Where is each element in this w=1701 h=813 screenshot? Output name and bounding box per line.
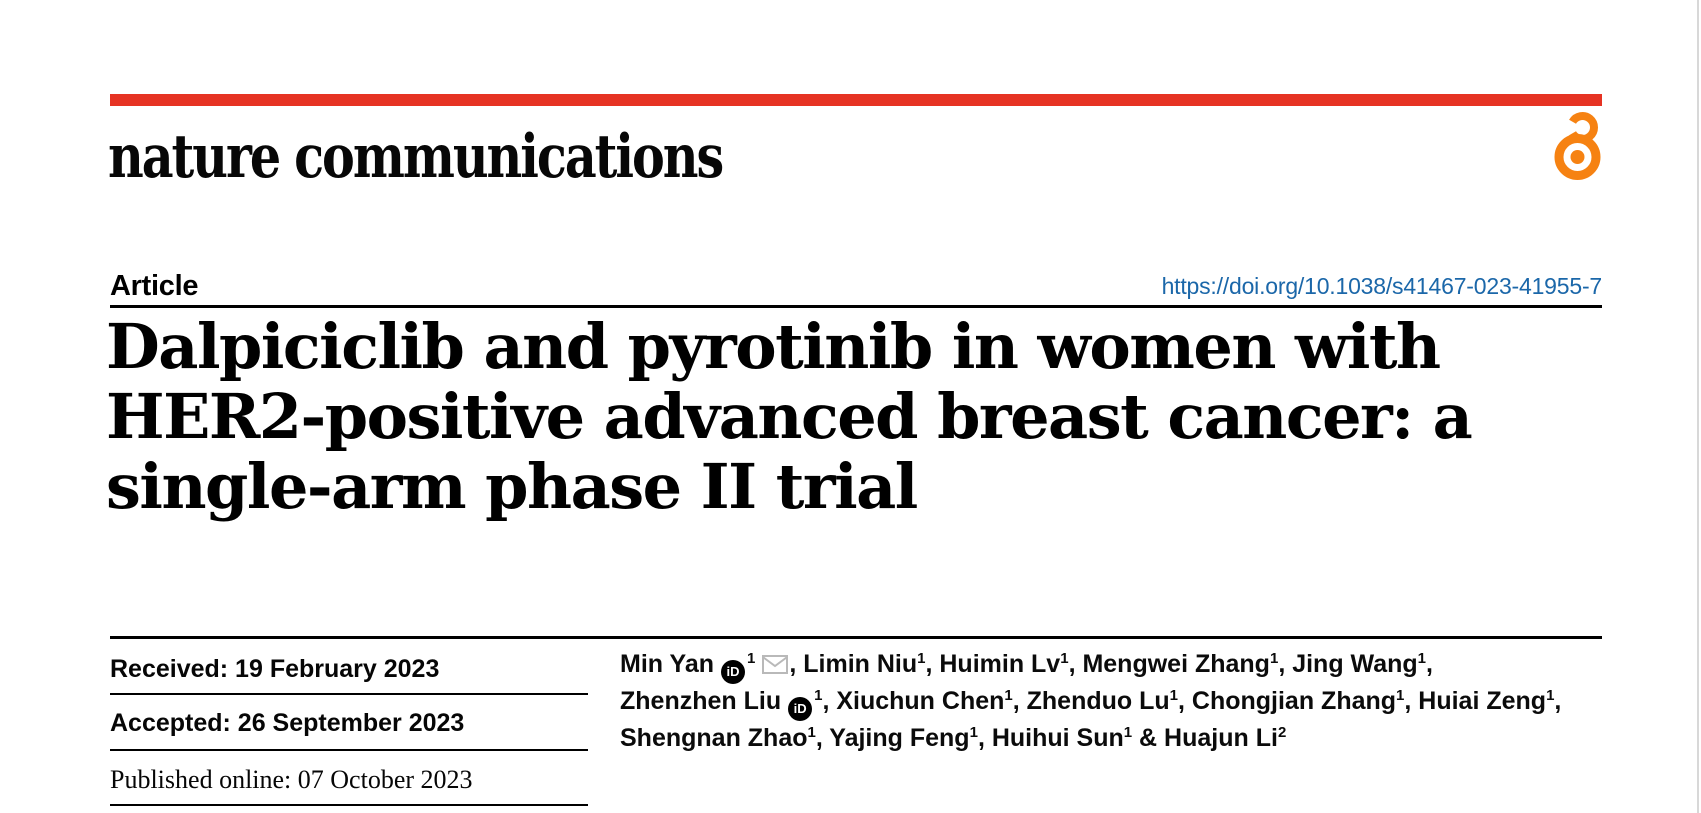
author-name-text: , Chongjian Zhang bbox=[1178, 687, 1397, 715]
header-divider-rule bbox=[110, 636, 1602, 639]
affiliation-superscript: 1 bbox=[807, 724, 816, 741]
doi-link[interactable]: https://doi.org/10.1038/s41467-023-41955… bbox=[1161, 273, 1603, 299]
affiliation-superscript: 1 bbox=[747, 650, 756, 667]
author-name-text: , bbox=[1554, 687, 1562, 715]
author-name-text: , Yajing Feng bbox=[815, 724, 970, 752]
title-line: HER2-positive advanced breast cancer: a bbox=[106, 380, 1473, 453]
title-top-rule bbox=[110, 305, 1602, 308]
author-name-text: , Limin Niu bbox=[789, 650, 918, 678]
affiliation-superscript: 1 bbox=[1123, 724, 1133, 741]
article-kicker: Article bbox=[110, 270, 199, 302]
affiliation-superscript: 1 bbox=[1004, 687, 1013, 704]
received-date: Received: 19 February 2023 bbox=[110, 655, 440, 683]
orcid-icon[interactable]: iD bbox=[788, 697, 813, 721]
affiliation-superscript: 1 bbox=[969, 724, 978, 741]
author-name-text: , Xiuchun Chen bbox=[822, 687, 1005, 715]
author-line: Zhenzhen Liu iD1, Xiuchun Chen1, Zhenduo … bbox=[620, 684, 1630, 721]
affiliation-superscript: 1 bbox=[1060, 650, 1069, 667]
title-line: Dalpiciclib and pyrotinib in women with bbox=[106, 310, 1441, 383]
affiliation-superscript: 1 bbox=[814, 687, 823, 704]
timeline-divider bbox=[110, 693, 588, 695]
author-line: Shengnan Zhao1, Yajing Feng1, Huihui Sun… bbox=[620, 721, 1630, 756]
nature-communications-wordmark: nature communications bbox=[108, 122, 724, 192]
affiliation-superscript: 1 bbox=[1546, 687, 1555, 704]
author-name-text: Min Yan bbox=[620, 650, 715, 678]
author-name-text: Shengnan Zhao bbox=[620, 724, 808, 752]
affiliation-superscript: 2 bbox=[1277, 724, 1287, 741]
author-name-text: , Huimin Lv bbox=[925, 650, 1061, 678]
author-list: Min Yan iD1, Limin Niu1, Huimin Lv1, Meng… bbox=[620, 647, 1630, 756]
author-name-text: Zhenzhen Liu bbox=[620, 687, 782, 715]
page-right-border bbox=[1697, 0, 1699, 813]
open-access-icon[interactable] bbox=[1553, 110, 1603, 187]
affiliation-superscript: 1 bbox=[1169, 687, 1179, 704]
author-name-text: , Huiai Zeng bbox=[1404, 687, 1547, 715]
title-line: single-arm phase II trial bbox=[106, 450, 918, 523]
affiliation-superscript: 1 bbox=[1396, 687, 1405, 704]
email-icon[interactable] bbox=[762, 655, 789, 674]
published-date: Published online: 07 October 2023 bbox=[110, 765, 473, 794]
article-title: Dalpiciclib and pyrotinib in women with … bbox=[106, 310, 1473, 523]
author-name-text: , Huihui Sun bbox=[977, 724, 1124, 752]
author-name-text: & Huajun Li bbox=[1132, 724, 1278, 752]
affiliation-superscript: 1 bbox=[917, 650, 926, 667]
orcid-icon[interactable]: iD bbox=[721, 660, 746, 684]
accepted-date: Accepted: 26 September 2023 bbox=[110, 709, 465, 737]
timeline-divider bbox=[110, 804, 588, 806]
author-name-text: , Mengwei Zhang bbox=[1068, 650, 1270, 678]
author-name-text: , bbox=[1426, 650, 1433, 678]
author-name-text: , Jing Wang bbox=[1278, 650, 1418, 678]
timeline-divider bbox=[110, 749, 588, 751]
author-name-text: , Zhenduo Lu bbox=[1012, 687, 1170, 715]
author-line: Min Yan iD1, Limin Niu1, Huimin Lv1, Meng… bbox=[620, 647, 1630, 684]
affiliation-superscript: 1 bbox=[1269, 650, 1279, 667]
affiliation-superscript: 1 bbox=[1417, 650, 1426, 667]
brand-red-bar bbox=[110, 94, 1602, 106]
